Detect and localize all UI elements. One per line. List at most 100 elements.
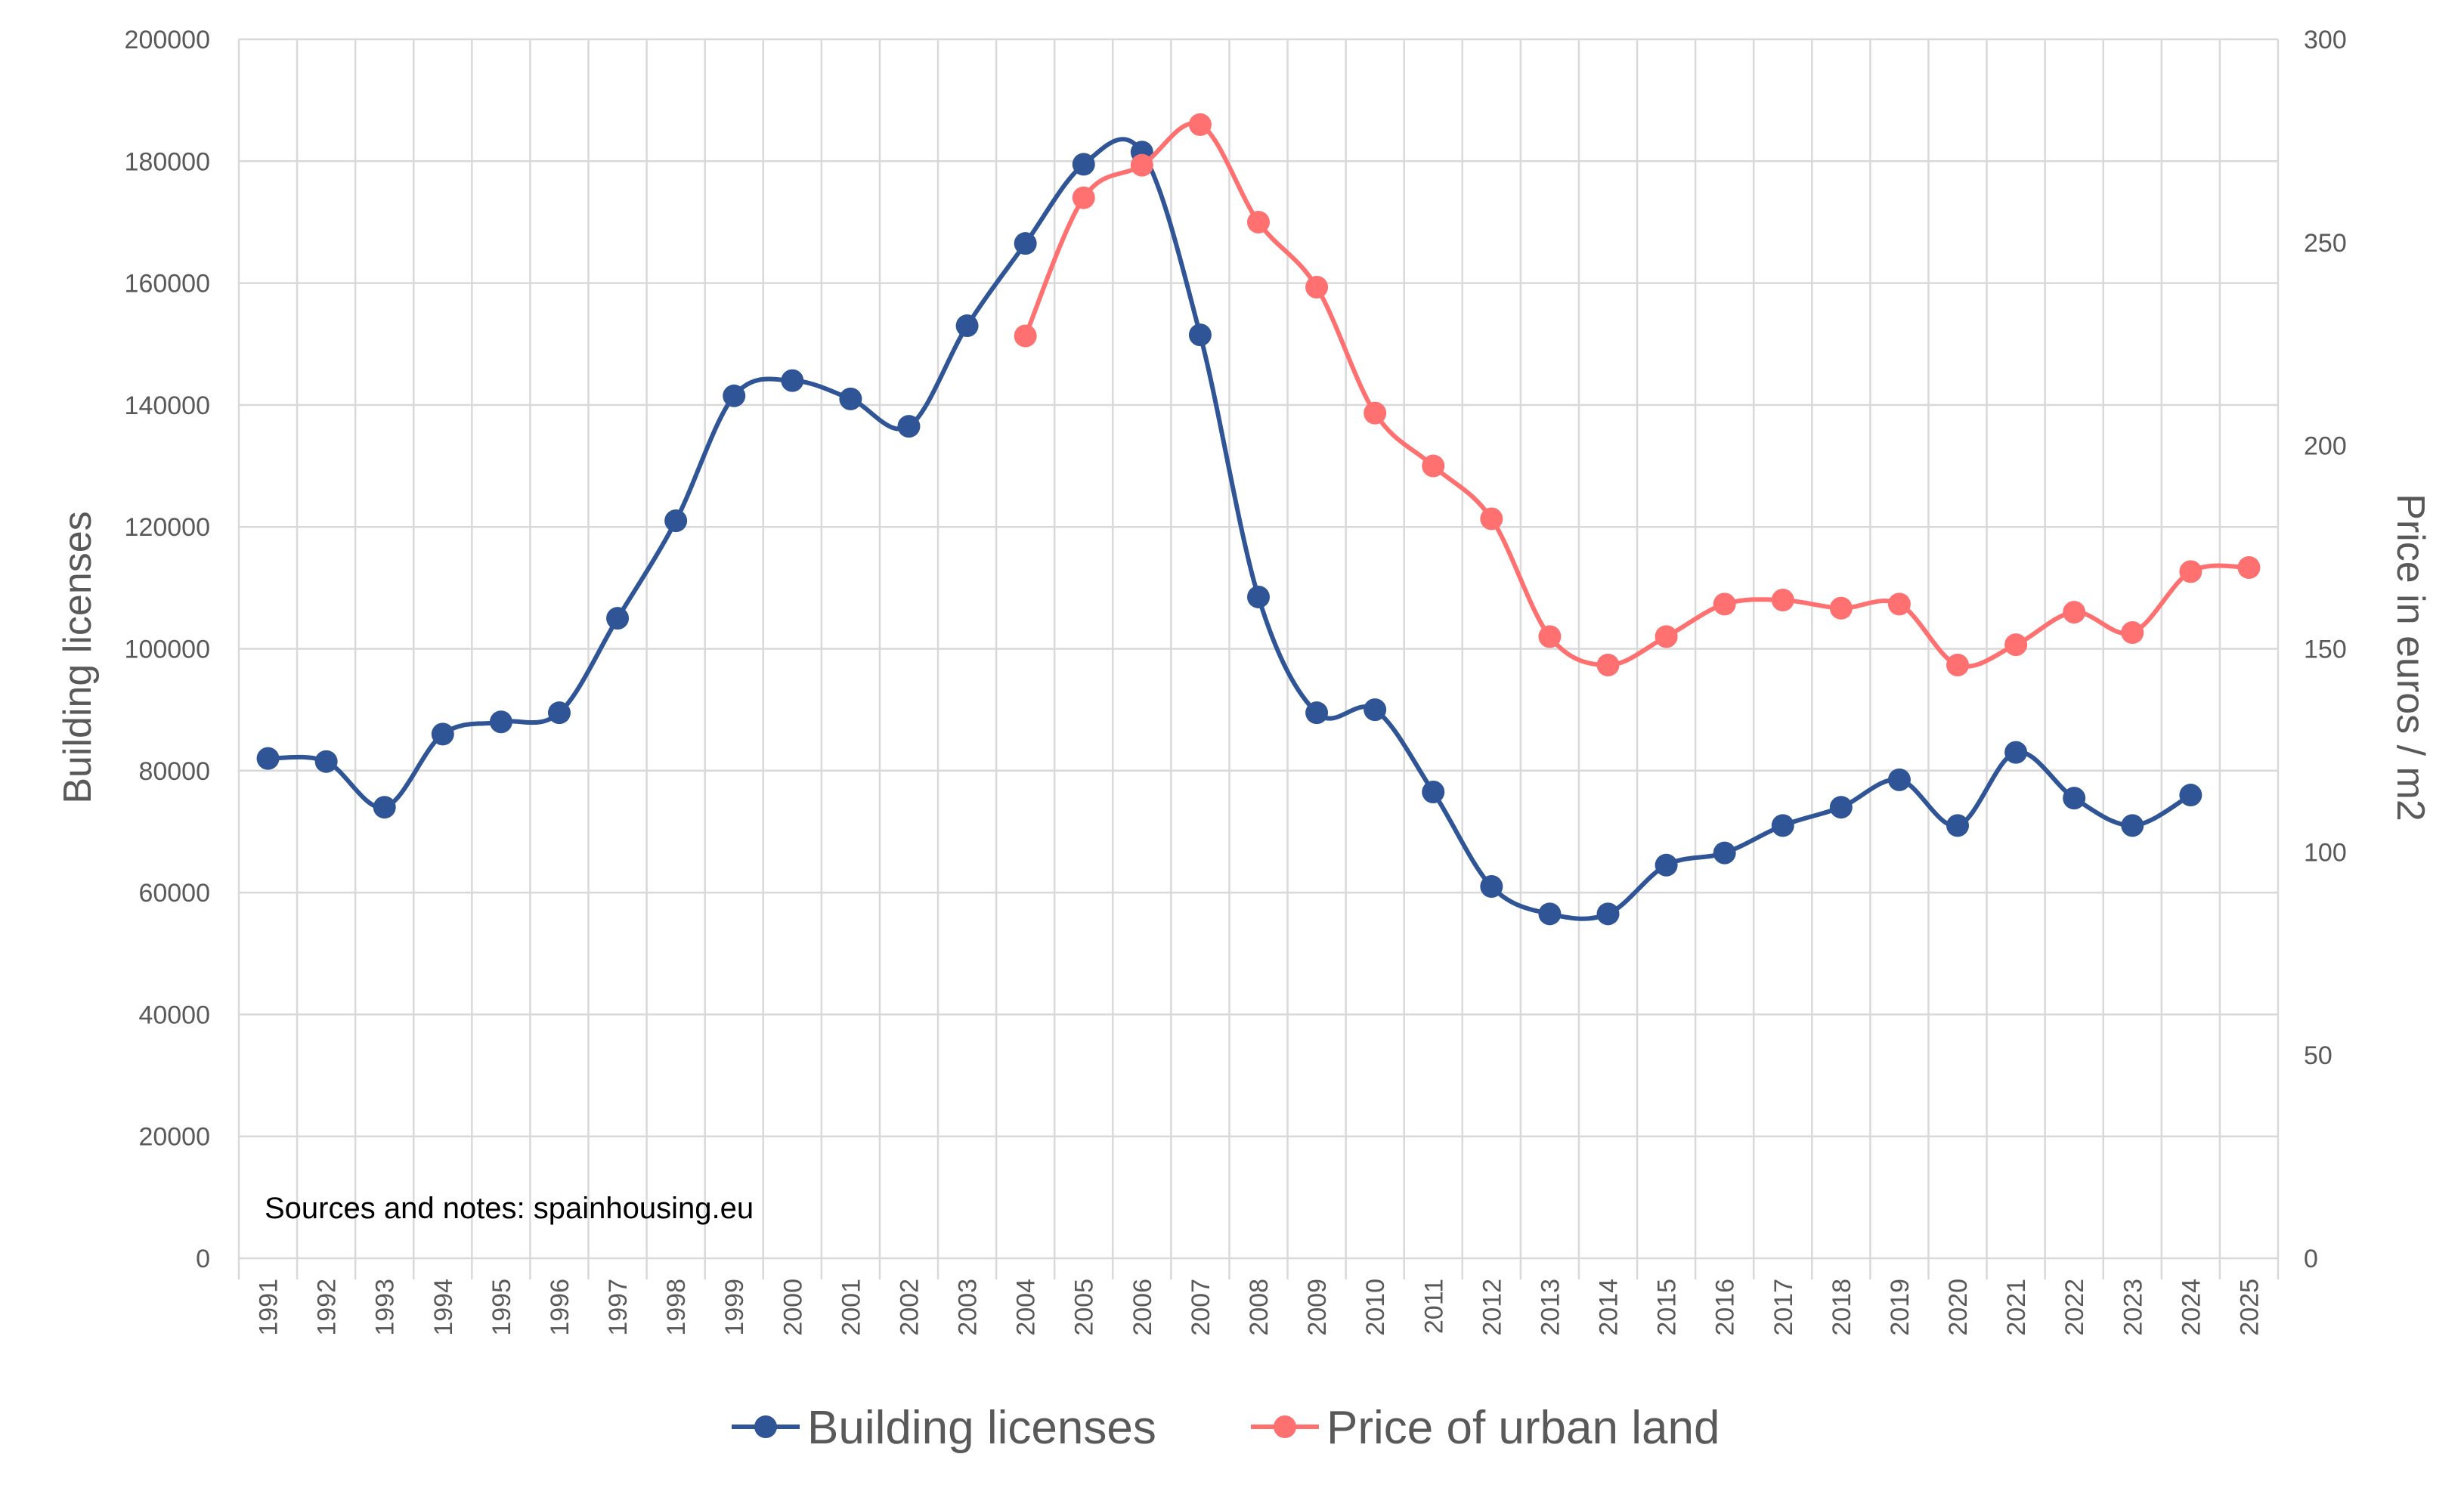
data-point-building-licenses: [373, 796, 396, 819]
x-tick-label: 2020: [1944, 1279, 1973, 1336]
left-tick-label: 60000: [138, 879, 210, 908]
data-point-building-licenses: [955, 314, 979, 338]
data-point-price-of-urban-land: [1596, 654, 1620, 677]
legend-item-building-licenses: Building licenses: [732, 1402, 1156, 1454]
data-point-price-of-urban-land: [1887, 592, 1911, 616]
data-point-price-of-urban-land: [1247, 210, 1270, 234]
x-tick-label: 2015: [1653, 1279, 1682, 1336]
x-tick-label: 2005: [1070, 1279, 1099, 1336]
x-tick-label: 1999: [720, 1279, 749, 1336]
left-tick-label: 80000: [138, 757, 210, 786]
left-tick-label: 160000: [125, 270, 210, 299]
data-point-building-licenses: [256, 747, 280, 770]
data-point-price-of-urban-land: [2121, 620, 2144, 644]
data-point-building-licenses: [1771, 814, 1794, 837]
data-point-building-licenses: [664, 509, 688, 533]
x-tick-label: 2003: [954, 1279, 983, 1336]
data-point-building-licenses: [2063, 787, 2086, 810]
right-tick-label: 0: [2304, 1245, 2318, 1273]
legend-label-building-licenses: Building licenses: [807, 1402, 1156, 1454]
x-tick-label: 2011: [1419, 1279, 1448, 1334]
data-point-building-licenses: [2004, 741, 2028, 764]
data-point-building-licenses: [431, 722, 454, 746]
data-point-building-licenses: [1364, 698, 1387, 722]
data-point-building-licenses: [839, 387, 862, 410]
x-tick-label: 2022: [2060, 1279, 2089, 1336]
sources-note: Sources and notes: spainhousing.eu: [265, 1192, 754, 1225]
x-tick-label: 2024: [2177, 1279, 2206, 1336]
data-point-price-of-urban-land: [2237, 555, 2261, 579]
data-point-building-licenses: [781, 369, 804, 392]
data-point-building-licenses: [2179, 784, 2202, 807]
data-point-building-licenses: [2121, 814, 2144, 837]
data-point-building-licenses: [1480, 875, 1503, 899]
left-tick-label: 180000: [125, 147, 210, 176]
x-tick-label: 2014: [1595, 1279, 1624, 1336]
legend-marker-building-licenses: [754, 1415, 777, 1438]
data-point-building-licenses: [547, 701, 571, 725]
right-axis-title: Price in euros / m2: [2388, 493, 2432, 821]
horizontal-gridlines: [239, 38, 2278, 1260]
data-point-building-licenses: [1422, 781, 1445, 804]
data-point-building-licenses: [1713, 841, 1736, 865]
data-point-building-licenses: [1655, 853, 1678, 877]
data-point-price-of-urban-land: [1130, 153, 1153, 177]
x-tick-label: 2009: [1303, 1279, 1332, 1336]
legend-marker-price-of-urban-land: [1274, 1415, 1296, 1438]
x-tick-label: 2010: [1361, 1279, 1390, 1336]
data-point-price-of-urban-land: [2179, 560, 2202, 583]
data-point-price-of-urban-land: [2063, 601, 2086, 624]
data-point-building-licenses: [1829, 796, 1853, 819]
data-point-building-licenses: [1072, 153, 1095, 176]
data-point-building-licenses: [1538, 902, 1562, 926]
left-axis-ticks: 0 20000 40000 60000 80000 100000 120000 140000 1…: [125, 26, 210, 1273]
data-point-building-licenses: [1946, 814, 1970, 837]
x-tick-label: 2002: [895, 1279, 924, 1336]
x-tick-label: 2017: [1769, 1279, 1798, 1336]
left-tick-label: 20000: [138, 1123, 210, 1152]
x-tick-label: 1991: [255, 1279, 283, 1336]
x-tick-label: 2019: [1886, 1279, 1915, 1336]
x-tick-label: 1998: [662, 1279, 691, 1336]
right-tick-label: 200: [2304, 432, 2347, 461]
data-point-price-of-urban-land: [1014, 324, 1037, 348]
legend-label-price-of-urban-land: Price of urban land: [1326, 1402, 1720, 1454]
data-point-price-of-urban-land: [1538, 625, 1562, 648]
right-tick-label: 250: [2304, 229, 2347, 258]
right-tick-label: 150: [2304, 636, 2347, 664]
x-tick-label: 2021: [2002, 1279, 2031, 1336]
x-tick-label: 1994: [429, 1279, 458, 1336]
data-point-building-licenses: [1596, 902, 1620, 926]
data-point-building-licenses: [489, 710, 512, 734]
x-tick-label: 2001: [837, 1279, 865, 1336]
x-tick-label: 2012: [1478, 1279, 1506, 1336]
right-tick-label: 300: [2304, 26, 2347, 54]
data-point-building-licenses: [1188, 323, 1212, 347]
x-axis-ticks: 1991 1992 1993 1994 1995 1996 1997 1998 1999 2000…: [255, 1279, 2264, 1336]
x-tick-label: 1996: [546, 1279, 574, 1336]
left-tick-label: 120000: [125, 513, 210, 542]
data-point-price-of-urban-land: [2004, 633, 2028, 657]
series-price-of-urban-land: [1014, 113, 2261, 677]
series-layer: [256, 113, 2261, 926]
left-tick-label: 200000: [125, 26, 210, 54]
legend-item-price-of-urban-land: Price of urban land: [1251, 1402, 1720, 1454]
x-tick-label: 2008: [1245, 1279, 1274, 1336]
vertical-gridlines: [237, 39, 2280, 1279]
right-tick-label: 100: [2304, 838, 2347, 867]
left-tick-label: 100000: [125, 636, 210, 664]
x-tick-label: 2000: [779, 1279, 807, 1336]
x-tick-label: 2004: [1012, 1279, 1041, 1336]
data-point-price-of-urban-land: [1480, 507, 1503, 531]
right-axis-ticks: 0 50 100 150 200 250 300: [2304, 26, 2347, 1273]
x-tick-label: 1993: [371, 1279, 400, 1336]
data-point-price-of-urban-land: [1713, 592, 1736, 616]
left-axis-title: Building licenses: [56, 511, 100, 803]
data-point-price-of-urban-land: [1364, 401, 1387, 425]
data-point-price-of-urban-land: [1946, 654, 1970, 677]
data-point-price-of-urban-land: [1422, 454, 1445, 478]
left-tick-label: 40000: [138, 1001, 210, 1029]
data-point-building-licenses: [1247, 585, 1270, 608]
x-tick-label: 1995: [488, 1279, 516, 1336]
